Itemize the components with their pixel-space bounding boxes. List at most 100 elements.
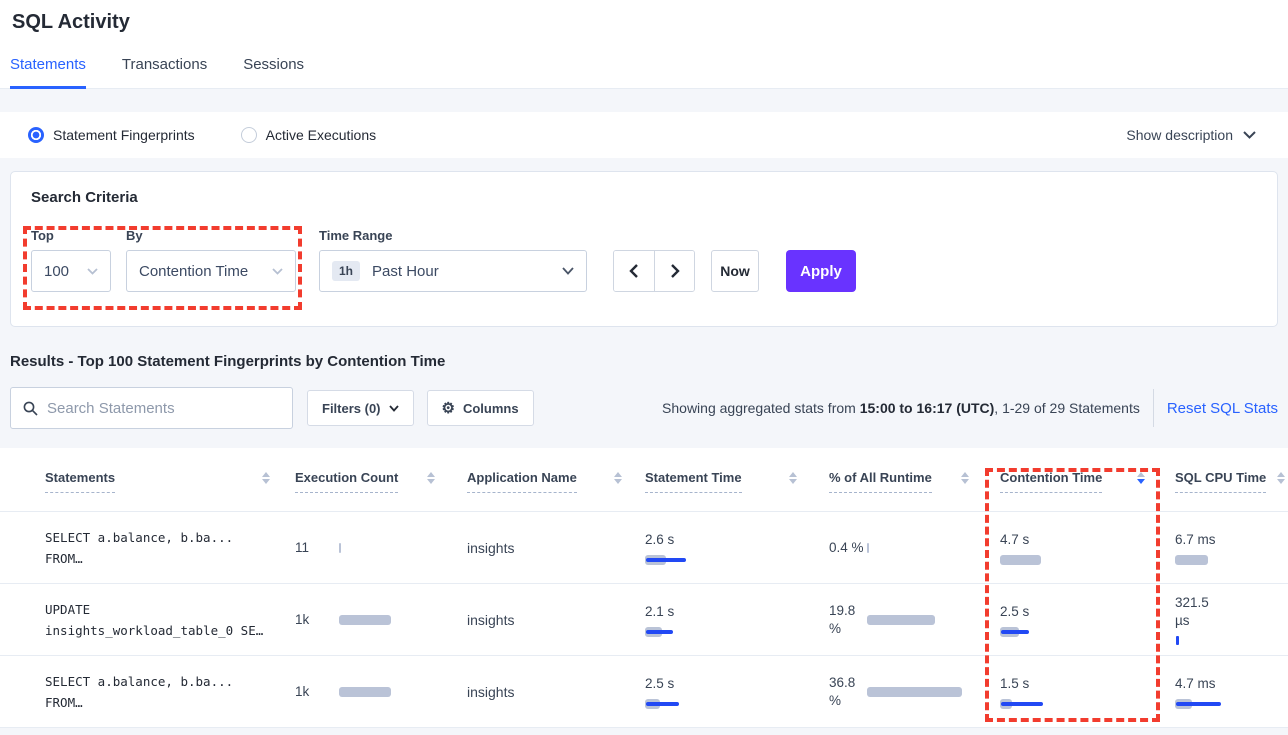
value-bar	[867, 542, 869, 553]
statement-cell[interactable]: SELECT a.balance, b.ba... FROM…	[45, 529, 234, 566]
search-statements-input[interactable]	[47, 399, 280, 417]
sort-icon[interactable]	[614, 470, 622, 484]
statement-cell[interactable]: SELECT a.balance, b.ba... FROM…	[45, 673, 234, 710]
previous-time-button[interactable]	[614, 251, 654, 291]
columns-button[interactable]: ⚙ Columns	[426, 390, 534, 426]
columns-label: Columns	[462, 400, 519, 416]
next-time-button[interactable]	[654, 251, 694, 291]
value-bar	[645, 626, 673, 637]
filters-button[interactable]: Filters (0)	[307, 390, 414, 426]
top-select[interactable]: 100	[31, 250, 111, 292]
tab-bar: Statements Transactions Sessions	[10, 56, 304, 89]
chevron-down-icon	[87, 267, 98, 275]
sql-cpu-time-cell: 321.5 µs	[1175, 584, 1285, 655]
column-header-statement-time[interactable]: Statement Time	[645, 470, 797, 493]
by-select-value: Contention Time	[139, 262, 249, 280]
now-button[interactable]: Now	[711, 250, 759, 292]
results-heading: Results - Top 100 Statement Fingerprints…	[10, 353, 446, 370]
cell-value: 1.5 s	[1000, 675, 1030, 691]
application-name-cell: insights	[467, 683, 515, 700]
table-row: SELECT a.balance, b.ba... FROM… 1k insights…	[0, 656, 1288, 728]
tab-statements[interactable]: Statements	[10, 56, 86, 89]
time-range-select[interactable]: 1h Past Hour	[319, 250, 587, 292]
column-header-contention-time[interactable]: Contention Time	[1000, 470, 1145, 493]
time-step-buttons	[613, 250, 695, 292]
chevron-left-icon	[629, 264, 638, 278]
radio-statement-fingerprints[interactable]: Statement Fingerprints	[28, 127, 195, 143]
statements-table: Statements Execution Count Application Nam…	[0, 448, 1288, 728]
sort-icon[interactable]	[1277, 470, 1285, 484]
tab-transactions[interactable]: Transactions	[121, 56, 208, 73]
top-select-value: 100	[44, 262, 70, 280]
execution-count-cell: 11	[295, 512, 435, 583]
sort-icon[interactable]	[427, 470, 435, 484]
sql-cpu-time-cell: 6.7 ms	[1175, 512, 1285, 583]
by-label: By	[126, 228, 143, 243]
application-name-cell: insights	[467, 539, 515, 556]
column-header-application-name[interactable]: Application Name	[467, 470, 622, 493]
top-bar: SQL Activity Statements Transactions Ses…	[0, 0, 1288, 89]
contention-time-cell: 2.5 s	[1000, 584, 1145, 655]
value-bar	[1175, 698, 1221, 709]
cell-value: 2.1 s	[645, 603, 675, 619]
pct-of-runtime-cell: 36.8 %	[829, 656, 969, 727]
value-bar	[645, 554, 686, 565]
show-description-toggle[interactable]: Show description	[1126, 127, 1256, 143]
tab-sessions[interactable]: Sessions	[243, 56, 305, 73]
cell-value: 36.8 %	[829, 674, 856, 708]
by-select[interactable]: Contention Time	[126, 250, 296, 292]
column-label: % of All Runtime	[829, 470, 932, 493]
chevron-down-icon	[388, 404, 399, 412]
sort-icon[interactable]	[961, 470, 969, 484]
value-bar	[1000, 626, 1029, 637]
cell-value: 19.8 %	[829, 602, 856, 636]
aggregated-stats-text: Showing aggregated stats from 15:00 to 1…	[662, 400, 1140, 416]
radio-label: Active Executions	[265, 127, 377, 143]
statement-time-cell: 2.6 s	[645, 512, 797, 583]
cell-value: 6.7 ms	[1175, 531, 1216, 547]
radio-unselected-icon	[240, 127, 257, 143]
column-header-sql-cpu-time[interactable]: SQL CPU Time	[1175, 470, 1285, 493]
column-label: Statements	[45, 470, 116, 493]
chevron-down-icon	[272, 267, 283, 275]
value-bar	[339, 686, 391, 697]
contention-time-cell: 4.7 s	[1000, 512, 1145, 583]
statement-time-cell: 2.5 s	[645, 656, 797, 727]
sql-cpu-time-cell: 4.7 ms	[1175, 656, 1285, 727]
statement-cell[interactable]: UPDATE insights_workload_table_0 SE…	[45, 601, 264, 638]
column-header-execution-count[interactable]: Execution Count	[295, 470, 435, 493]
cell-value: 11	[295, 539, 310, 555]
column-header--of-all-runtime[interactable]: % of All Runtime	[829, 470, 969, 493]
page-title: SQL Activity	[12, 11, 130, 33]
contention-time-cell: 1.5 s	[1000, 656, 1145, 727]
table-row: UPDATE insights_workload_table_0 SE… 1k ins…	[0, 584, 1288, 656]
reset-sql-stats-link[interactable]: Reset SQL Stats	[1166, 399, 1278, 417]
view-toggle-bar: Statement Fingerprints Active Executions…	[0, 112, 1288, 158]
search-criteria-heading: Search Criteria	[31, 189, 138, 206]
statement-time-cell: 2.1 s	[645, 584, 797, 655]
apply-button[interactable]: Apply	[786, 250, 856, 292]
table-body: SELECT a.balance, b.ba... FROM… 11 insights…	[0, 512, 1288, 728]
sort-icon[interactable]	[262, 470, 270, 484]
value-bar	[867, 614, 935, 625]
chevron-down-icon	[562, 267, 574, 275]
cell-value: 2.6 s	[645, 531, 675, 547]
sort-icon[interactable]	[789, 470, 797, 484]
sort-icon[interactable]	[1137, 470, 1145, 484]
divider	[1152, 389, 1154, 427]
search-icon	[23, 401, 38, 416]
radio-selected-icon	[28, 127, 44, 143]
column-label: Statement Time	[645, 470, 742, 493]
cell-value: 4.7 ms	[1175, 675, 1216, 691]
column-label: SQL CPU Time	[1175, 470, 1267, 493]
search-statements-box[interactable]	[10, 387, 293, 429]
column-header-statements[interactable]: Statements	[45, 470, 270, 493]
column-label: Execution Count	[295, 470, 399, 493]
results-controls: Filters (0) ⚙ Columns Showing aggregated…	[10, 387, 1278, 429]
table-row: SELECT a.balance, b.ba... FROM… 11 insights…	[0, 512, 1288, 584]
execution-count-cell: 1k	[295, 584, 435, 655]
application-name-cell: insights	[467, 611, 515, 628]
cell-value: 1k	[295, 611, 310, 627]
radio-active-executions[interactable]: Active Executions	[240, 127, 377, 143]
value-bar	[867, 686, 962, 697]
